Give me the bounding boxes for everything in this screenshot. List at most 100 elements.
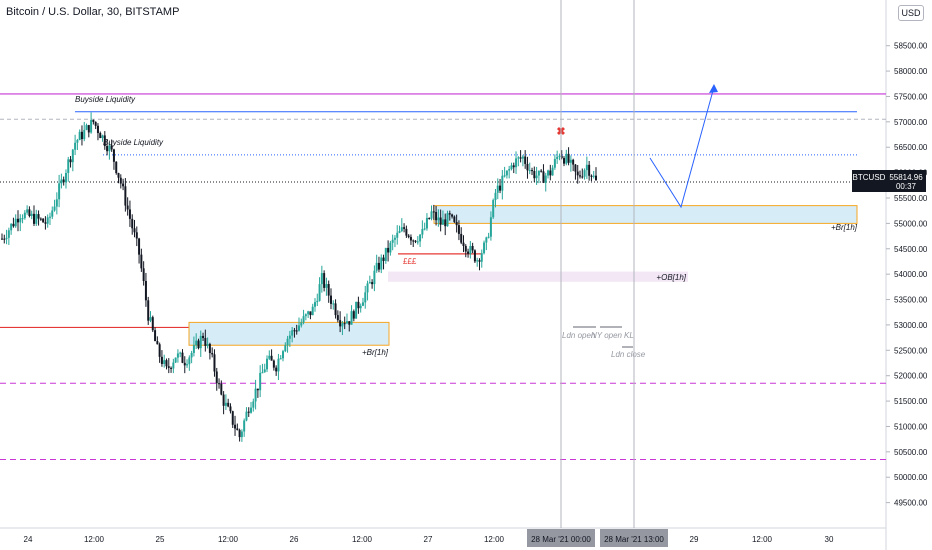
candle-body — [384, 247, 387, 261]
candle-body — [286, 338, 289, 346]
candle-body — [403, 227, 406, 229]
candle-body — [71, 149, 74, 163]
candle-body — [156, 341, 159, 345]
candle-body — [462, 242, 465, 246]
candle-body — [99, 133, 102, 139]
candle-body — [339, 320, 342, 327]
order-block-zone — [388, 271, 688, 282]
candle-body — [158, 344, 161, 357]
y-tick-label: 54500.00 — [894, 245, 928, 254]
candle-body — [16, 218, 19, 223]
candle-body — [556, 156, 559, 159]
candle-body — [407, 235, 410, 237]
candle-body — [3, 238, 6, 240]
candle-body — [263, 369, 266, 373]
price-axis[interactable]: 58500.00 58000.00 57500.00 57000.00 56500.00… — [886, 42, 928, 508]
candle-body — [149, 317, 152, 321]
candle-body — [117, 173, 120, 178]
candle-body — [505, 170, 508, 176]
x-tick-label: 12:00 — [352, 535, 373, 544]
candle-body — [540, 170, 543, 172]
candle-body — [103, 135, 106, 147]
candle-body — [334, 303, 337, 316]
candle-body — [1, 238, 3, 240]
candle-body — [78, 131, 81, 141]
eee-label: £££ — [403, 257, 417, 266]
candle-body — [74, 142, 77, 150]
y-tick-label: 53500.00 — [894, 296, 928, 305]
y-tick-label: 56500.00 — [894, 143, 928, 152]
candle-body — [380, 257, 383, 270]
candle-body — [279, 358, 282, 360]
candle-body — [389, 242, 392, 253]
currency-badge[interactable]: USD — [898, 5, 924, 21]
candle-body — [585, 164, 588, 171]
candle-body — [190, 352, 193, 358]
candle-body — [220, 383, 223, 395]
candle-body — [213, 354, 216, 372]
candle-body — [224, 402, 227, 406]
candle-body — [259, 372, 262, 391]
candle-body — [595, 175, 597, 181]
candle-body — [195, 340, 198, 346]
candle-body — [460, 233, 463, 243]
y-tick-label: 52500.00 — [894, 346, 928, 355]
y-tick-label: 49500.00 — [894, 499, 928, 508]
candle-body — [106, 146, 109, 152]
candle-body — [183, 362, 186, 366]
candle-body — [275, 367, 278, 372]
candle-body — [234, 424, 237, 429]
candle-body — [311, 306, 314, 316]
candle-body — [348, 321, 351, 325]
candle-body — [377, 262, 380, 270]
candle-body — [12, 223, 15, 227]
candle-body — [284, 345, 287, 352]
candle-body — [350, 311, 353, 325]
candle-body — [487, 236, 490, 238]
candle-body — [240, 431, 243, 438]
candle-body — [343, 323, 346, 325]
candle-body — [549, 170, 552, 176]
candle-body — [489, 217, 492, 237]
candle-body — [206, 343, 209, 346]
candle-body — [181, 352, 184, 363]
candle-body — [569, 159, 572, 163]
candle-body — [592, 175, 595, 177]
candle-body — [341, 323, 344, 327]
candle-body — [574, 164, 577, 172]
candle-body — [524, 156, 527, 164]
candle-body — [501, 175, 504, 191]
candle-body — [238, 430, 241, 438]
projection-arrowhead-icon — [709, 84, 718, 93]
y-tick-label: 52000.00 — [894, 372, 928, 381]
breaker-zone-left — [188, 321, 390, 346]
candle-body — [51, 210, 54, 217]
candle-body — [85, 125, 88, 130]
candle-body — [478, 260, 481, 262]
candle-body — [208, 343, 211, 353]
candle-body — [236, 428, 239, 431]
candle-body — [133, 228, 136, 233]
candle-body — [67, 159, 70, 173]
candle-body — [446, 213, 449, 227]
candle-body — [277, 358, 280, 372]
time-axis[interactable]: 24 12:00 25 12:00 26 12:00 27 12:00 28 Mar '21 0… — [24, 529, 834, 547]
candle-body — [423, 228, 426, 230]
candle-body — [101, 135, 104, 139]
candle-body — [122, 183, 125, 187]
candle-body — [547, 170, 550, 176]
y-tick-label: 58500.00 — [894, 42, 928, 51]
candle-body — [300, 322, 303, 326]
candle-body — [451, 214, 454, 217]
candle-body — [437, 217, 440, 221]
last-price-value: 55814.96 — [889, 173, 923, 182]
candle-body — [247, 411, 250, 413]
candle-body — [243, 420, 246, 432]
candle-body — [64, 172, 67, 183]
candle-body — [581, 176, 584, 178]
candle-body — [96, 125, 99, 134]
candle-body — [124, 186, 127, 206]
candle-body — [304, 314, 307, 317]
candle-body — [163, 360, 166, 364]
